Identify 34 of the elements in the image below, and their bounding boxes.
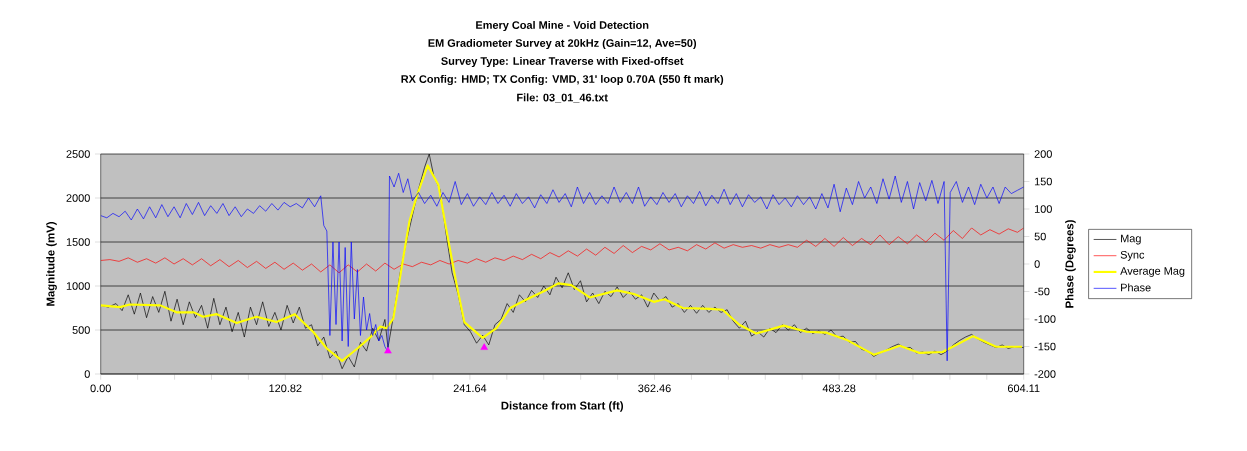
y-tick-label: 1500 — [66, 238, 90, 246]
chart-title: Emery Coal Mine - Void Detection — [476, 20, 649, 32]
y2-tick-label: 0 — [1034, 260, 1040, 268]
y2-tick-label: -200 — [1034, 370, 1056, 378]
legend-label: Phase — [1121, 283, 1151, 292]
line-series — [100, 227, 1024, 274]
x-tick-label: 362.46 — [638, 384, 671, 393]
x-tick-label: 0.00 — [90, 384, 111, 393]
legend-label: Sync — [1120, 250, 1145, 261]
y-tick-label: 500 — [72, 326, 90, 334]
y-tick-label: 0 — [84, 370, 90, 378]
y2-tick-label: 200 — [1034, 150, 1052, 158]
y2-tick-label: -50 — [1034, 287, 1050, 296]
legend-label: Mag — [1121, 234, 1141, 245]
y2-tick-label: 100 — [1034, 205, 1052, 213]
text: RX Config: HMD; TX Config: VMD, 31' loop 0.70A (550 ft mark) — [401, 74, 724, 86]
y2-tick-label: 50 — [1034, 232, 1046, 241]
y-axis-title: Magnitude (mV) — [46, 222, 57, 306]
x-tick-label: 604.11 — [1007, 384, 1040, 393]
y-tick-label: 1000 — [66, 282, 90, 290]
legend-label: Average Mag — [1120, 267, 1185, 277]
x-tick-label: 120.82 — [269, 384, 302, 393]
text: File: 03_01_46.txt — [517, 93, 608, 103]
y2-tick-label: -100 — [1034, 315, 1056, 323]
x-tick-label: 241.64 — [453, 384, 487, 393]
chart-subtitle: EM Gradiometer Survey at 20kHz (Gain=12, Ave=50) — [428, 38, 697, 50]
x-axis-title: Distance from Start (ft) — [501, 401, 624, 412]
y-tick-label: 2500 — [66, 150, 90, 158]
y2-tick-label: -150 — [1034, 342, 1056, 351]
y2-tick-label: 150 — [1034, 177, 1052, 186]
x-tick-label: 483.28 — [822, 384, 856, 393]
y-tick-label: 2000 — [66, 194, 90, 202]
y2-axis-title: Phase (Degrees) — [1065, 220, 1076, 308]
text: Survey Type: Linear Traverse with Fixed-offset — [441, 56, 684, 68]
